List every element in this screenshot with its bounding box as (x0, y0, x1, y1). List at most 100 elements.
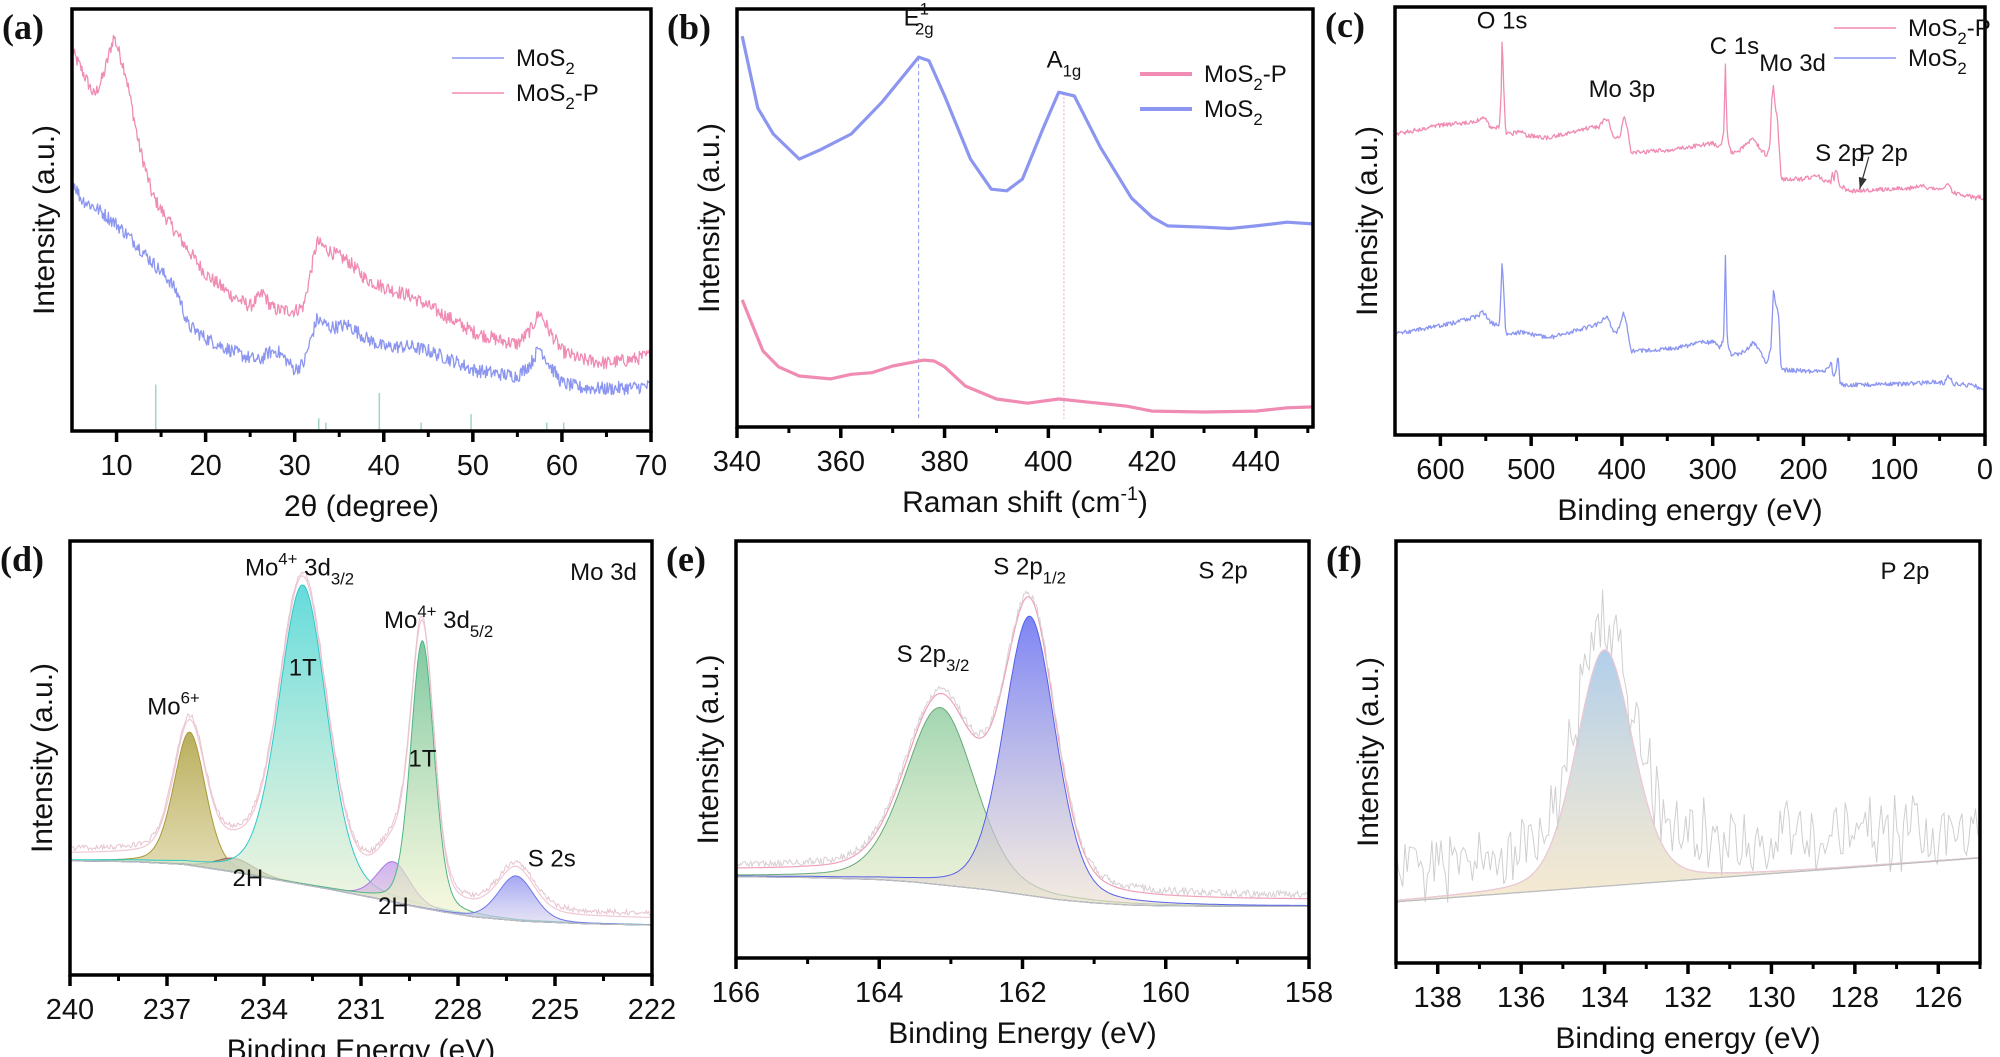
legend-label: MoS2-P (1908, 15, 1991, 48)
peak-annotation: C 1s (1710, 33, 1759, 60)
raw-spectrum (1396, 589, 1980, 903)
plot-area (1396, 589, 1980, 903)
fit-envelope (1396, 649, 1980, 901)
x-axis-title: Binding Energy (eV) (888, 1017, 1156, 1050)
fit-envelope (736, 596, 1309, 900)
x-tick-label: 166 (712, 977, 760, 1009)
x-tick-label: 160 (1142, 977, 1190, 1009)
x-tick-label: 158 (1285, 977, 1333, 1009)
x-axis-title: Binding Energy (eV) (227, 1034, 495, 1057)
panel-b: 340 360 380 400 420 440 Raman shift (cm-1) Inte… (667, 0, 1315, 519)
panel-d: 240 237 234 231 228 225 222 Binding Energy (eV)… (0, 539, 676, 1057)
background-line (70, 860, 652, 926)
peak-annotation: Mo 3p (1589, 76, 1656, 103)
raw-spectrum (736, 590, 1309, 900)
series-mos2 (740, 35, 1313, 231)
peak-annotation: S 2p (1198, 558, 1247, 585)
panel-label: (f) (1326, 539, 1362, 579)
plot-frame (735, 7, 1315, 429)
y-axis-title: Intensity (a.u.) (1352, 657, 1385, 847)
x-tick-label: 136 (1497, 982, 1545, 1014)
y-axis-title: Intensity (a.u.) (1351, 126, 1384, 316)
x-tick-label: 225 (531, 994, 579, 1026)
x-axis-title: Binding energy (eV) (1555, 1022, 1820, 1055)
panel-label: (b) (667, 7, 711, 47)
legend-label: MoS2 (1908, 45, 1967, 78)
peak-annotation: Mo6+ (147, 689, 199, 721)
plot-frame (1394, 539, 1982, 965)
plot-area (736, 590, 1309, 907)
x-tick-label: 134 (1580, 982, 1628, 1014)
peak-annotation: 1T (408, 746, 436, 773)
peak-annotation: Mo4+ 3d5/2 (384, 602, 493, 641)
x-tick-label: 400 (1598, 454, 1646, 486)
peak-annotation: A1g (1047, 47, 1082, 81)
peak-annotation: Mo 3d (570, 559, 637, 586)
x-tick-label: 40 (368, 450, 400, 482)
legend-label: MoS2-P (516, 80, 599, 113)
y-axis-title: Intensity (a.u.) (693, 123, 726, 313)
x-axis-title: Raman shift (cm-1) (902, 483, 1148, 519)
x-tick-label: 234 (240, 994, 288, 1026)
x-tick-label: 50 (457, 450, 489, 482)
legend-label: MoS2-P (1204, 61, 1287, 94)
x-tick-label: 380 (920, 446, 968, 478)
x-tick-label: 231 (337, 994, 385, 1026)
y-axis-title: Intensity (a.u.) (26, 663, 59, 853)
plot-area (1395, 41, 1985, 393)
x-tick-label: 240 (46, 994, 94, 1026)
panel-label: (d) (0, 539, 44, 579)
series-mos2-p (72, 34, 651, 370)
fit-envelope (70, 575, 652, 919)
x-tick-label: 500 (1507, 454, 1555, 486)
legend-label: MoS2 (516, 45, 575, 78)
x-axis-title: 2θ (degree) (284, 490, 439, 523)
x-tick-label: 126 (1914, 982, 1962, 1014)
raw-spectrum (70, 571, 652, 917)
peak-annotation: E1 2g (904, 0, 934, 39)
x-tick-label: 132 (1664, 982, 1712, 1014)
x-tick-label: 162 (998, 977, 1046, 1009)
panel-a: 10 20 30 40 50 60 70 2θ (degree) Intensity (a.u.… (2, 7, 667, 523)
x-tick-label: 440 (1232, 446, 1280, 478)
panel-c: 600 500 400 300 200 100 0 Binding energy (eV) In… (1325, 5, 1993, 527)
plot-frame (68, 539, 654, 977)
plot-frame (1393, 5, 1987, 437)
peak-annotation: 2H (232, 865, 263, 892)
series-mos2-p (740, 299, 1313, 414)
background-line (1396, 857, 1980, 903)
x-tick-label: 360 (817, 446, 865, 478)
x-tick-label: 340 (713, 446, 761, 478)
peak-annotation: 2H (378, 893, 409, 920)
x-tick-label: 600 (1416, 454, 1464, 486)
x-tick-label: 300 (1688, 454, 1736, 486)
panel-label: (a) (2, 7, 44, 47)
panel-label: (c) (1325, 5, 1365, 45)
x-tick-label: 228 (434, 994, 482, 1026)
panel-f: 138 136 134 132 130 128 126 Binding energy (eV)… (1326, 539, 1982, 1055)
plot-area (72, 34, 651, 431)
x-tick-label: 138 (1414, 982, 1462, 1014)
peak-annotation: P 2p (1880, 558, 1929, 585)
peak-annotation: P 2p (1859, 140, 1908, 167)
legend-label: MoS2 (1204, 96, 1263, 129)
y-axis-title: Intensity (a.u.) (28, 125, 61, 315)
background-line (736, 876, 1309, 907)
peak-annotation: O 1s (1477, 7, 1528, 34)
peak-annotation: S 2p3/2 (897, 641, 970, 675)
arrow-head-icon (1858, 176, 1867, 189)
x-tick-label: 20 (189, 450, 221, 482)
x-tick-label: 200 (1779, 454, 1827, 486)
x-axis-title: Binding energy (eV) (1557, 494, 1822, 527)
x-tick-label: 70 (635, 450, 667, 482)
peak-annotation: S 2p (1815, 140, 1864, 167)
peak-annotation: 1T (289, 655, 317, 682)
peak-annotation: Mo 3d (1759, 50, 1826, 77)
peak-annotation: Mo4+ 3d3/2 (245, 550, 354, 589)
plot-area (740, 35, 1313, 419)
x-tick-label: 222 (628, 994, 676, 1026)
x-tick-label: 100 (1870, 454, 1918, 486)
peak-annotation: S 2s (528, 846, 576, 873)
x-tick-label: 60 (546, 450, 578, 482)
